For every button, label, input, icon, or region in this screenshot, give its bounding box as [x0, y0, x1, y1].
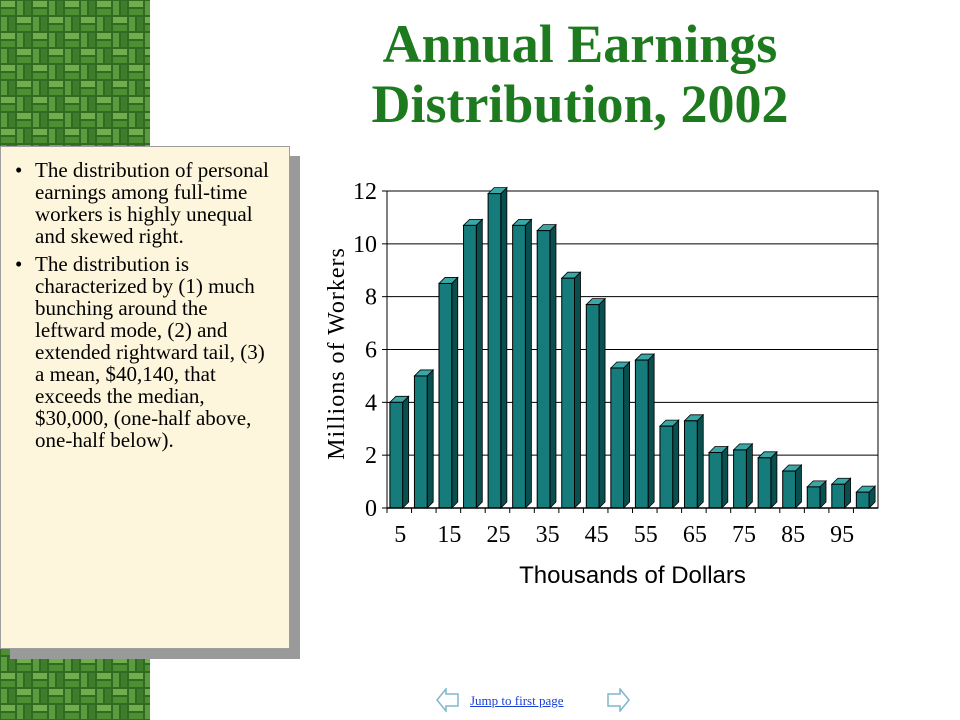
bar: [413, 375, 428, 509]
text-panel: • The distribution of personal earnings …: [0, 146, 290, 649]
x-tick-label: 55: [634, 522, 658, 548]
title-line-1: Annual Earnings: [382, 14, 778, 74]
x-tick-label: 15: [437, 522, 461, 548]
bullet-item: • The distribution of personal earnings …: [15, 159, 275, 247]
x-tick-label: 75: [732, 522, 756, 548]
bar: [733, 449, 747, 509]
bullet-dot: •: [15, 158, 23, 182]
bar: [757, 457, 772, 509]
bar-side: [696, 413, 704, 509]
y-tick-label: 4: [365, 390, 377, 416]
y-tick-label: 0: [365, 496, 377, 522]
bar-side: [745, 442, 753, 509]
jump-to-first-page-link[interactable]: Jump to first page: [470, 693, 564, 708]
y-tick-label: 2: [365, 443, 377, 469]
bar-side: [721, 445, 729, 509]
title-line-2: Distribution, 2002: [371, 74, 789, 134]
y-tick-label: 8: [365, 285, 377, 311]
right-arrow-icon[interactable]: [606, 688, 630, 712]
slide-title: Annual Earnings Distribution, 2002: [300, 14, 860, 134]
bar: [659, 425, 674, 509]
bar: [438, 282, 453, 509]
bar-side: [549, 223, 557, 509]
bar: [831, 483, 846, 509]
x-tick-label: 5: [394, 522, 406, 548]
bar-side: [623, 361, 631, 509]
bar: [561, 277, 576, 509]
bar: [536, 230, 551, 509]
bar: [585, 304, 600, 509]
slide-footer-nav: Jump to first page: [436, 688, 636, 716]
bar-side: [574, 271, 581, 509]
x-tick-label: 65: [683, 522, 707, 548]
earnings-bar-chart: 0 2 4 6 8 10 12 5 15 25 35 45 55 65 75 85 95 Thousands of…: [324, 179, 879, 589]
bar: [389, 401, 404, 509]
bar: [487, 193, 502, 509]
bar-side: [770, 450, 778, 509]
bullet-text: The distribution of personal earnings am…: [35, 158, 269, 248]
x-tick-label: 25: [486, 522, 510, 548]
x-tick-label: 85: [781, 522, 805, 548]
bar-side: [647, 353, 655, 509]
bar-side: [402, 395, 410, 509]
bar: [708, 452, 723, 509]
bullet-list: • The distribution of personal earnings …: [1, 147, 289, 451]
bar: [463, 224, 477, 509]
left-arrow-icon[interactable]: [436, 688, 460, 712]
bar-side: [426, 368, 434, 509]
bar: [806, 486, 821, 509]
bar: [683, 420, 698, 509]
y-axis-title: Millions of Workers: [324, 247, 350, 460]
bar-side: [525, 218, 532, 509]
bar: [782, 470, 796, 509]
y-tick-label: 12: [353, 179, 377, 205]
x-tick-label: 35: [536, 522, 560, 548]
bar-side: [672, 419, 680, 509]
bullet-item: • The distribution is characterized by (…: [15, 253, 275, 451]
y-tick-label: 10: [353, 232, 377, 258]
bar: [512, 224, 526, 509]
bullet-text: The distribution is characterized by (1)…: [35, 252, 265, 452]
bullet-dot: •: [15, 252, 23, 276]
x-axis-title: Thousands of Dollars: [519, 562, 746, 589]
bar: [855, 491, 870, 509]
bar-side: [500, 186, 508, 509]
bar-side: [451, 276, 459, 509]
bar-side: [475, 218, 483, 509]
bar: [610, 367, 625, 509]
x-tick-label: 45: [585, 522, 609, 548]
y-tick-label: 6: [365, 338, 377, 364]
x-tick-label: 95: [830, 522, 854, 548]
bar: [634, 359, 649, 509]
bar-side: [795, 464, 802, 509]
bar-side: [598, 297, 606, 509]
